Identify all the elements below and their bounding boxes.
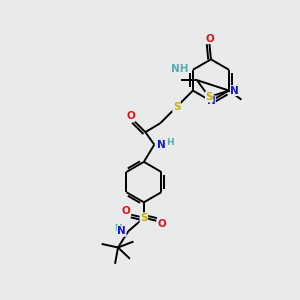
Text: S: S xyxy=(140,213,148,223)
Text: H: H xyxy=(114,224,122,233)
Text: N: N xyxy=(117,226,126,236)
Text: S: S xyxy=(173,102,180,112)
Text: O: O xyxy=(157,219,166,229)
Text: O: O xyxy=(205,34,214,44)
Text: O: O xyxy=(126,111,135,122)
Text: N: N xyxy=(157,140,166,150)
Text: N: N xyxy=(207,96,215,106)
Text: NH: NH xyxy=(171,64,188,74)
Text: N: N xyxy=(230,85,239,96)
Text: S: S xyxy=(206,92,213,102)
Text: H: H xyxy=(166,138,173,147)
Text: O: O xyxy=(122,206,130,216)
